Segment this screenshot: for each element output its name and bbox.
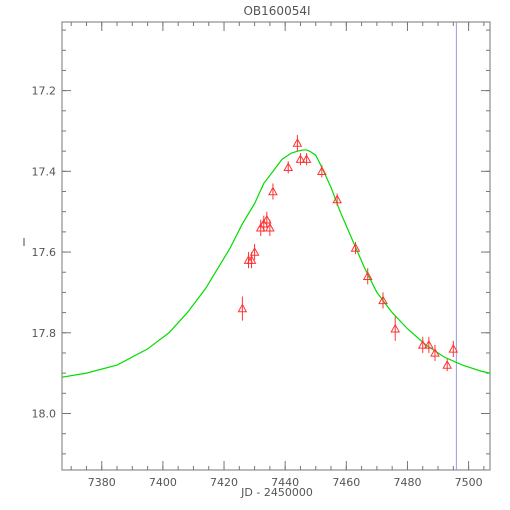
triangle-marker [237,303,248,313]
data-point [268,183,278,200]
data-point [283,161,294,174]
triangle-marker [350,242,361,252]
data-point [430,344,440,362]
y-tick-label: 17.6 [32,246,57,259]
data-point [448,340,459,357]
y-tick-label: 17.4 [32,165,57,178]
triangle-marker [378,295,388,305]
data-point [265,219,275,236]
x-axis-label: JD - 2450000 [240,486,313,499]
x-tick-label: 7380 [88,476,116,489]
data-point [378,292,388,309]
x-tick-label: 7460 [332,476,360,489]
triangle-marker [249,247,260,256]
triangle-marker [424,339,434,349]
y-axis-label: I [22,236,25,249]
triangle-marker [246,255,257,264]
triangle-marker [442,360,453,369]
y-tick-label: 17.8 [32,327,57,340]
data-point [249,243,260,261]
data-point [261,211,272,228]
data-point [390,316,401,341]
x-tick-label: 7400 [149,476,177,489]
minor-ticks [62,22,490,470]
plot-frame [61,21,491,471]
triangle-marker [332,194,342,204]
major-ticks [62,22,490,470]
data-point [332,193,342,206]
triangle-marker [295,154,306,163]
model-curve [61,149,491,378]
data-point [301,153,312,166]
x-tick-label: 7420 [210,476,238,489]
data-point [362,268,373,285]
data-point [442,359,453,372]
data-point [424,336,434,353]
data-point [417,336,428,353]
triangle-marker [448,343,459,353]
triangle-marker [362,271,373,280]
triangle-marker [317,166,327,176]
triangle-marker [265,222,275,232]
chart-title: OB160054I [243,4,310,18]
data-point [317,165,327,178]
tick-labels: 7380 7400 7420 7440 7460 7480 7500 17.2 17.4 17.6… [32,85,483,489]
triangle-marker [261,214,272,224]
triangle-marker [292,138,303,147]
x-tick-label: 7440 [271,476,299,489]
data-points [237,135,459,372]
x-tick-label: 7480 [393,476,421,489]
data-point [246,252,257,269]
data-point [292,135,303,152]
triangle-marker [417,339,428,349]
triangle-marker [430,347,440,357]
y-tick-label: 18.0 [32,407,57,420]
triangle-marker [390,323,401,333]
x-tick-label: 7500 [455,476,483,489]
triangle-marker [301,154,312,163]
triangle-marker [268,186,278,196]
data-point [237,296,248,321]
data-point [350,241,361,255]
triangle-marker [283,162,294,171]
data-point [295,153,306,166]
y-tick-label: 17.2 [32,85,57,98]
